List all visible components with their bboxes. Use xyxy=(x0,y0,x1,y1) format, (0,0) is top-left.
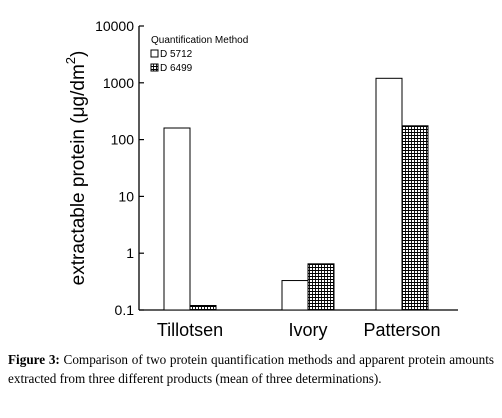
y-tick-label: 100 xyxy=(111,132,135,148)
bar-ivory-d5712 xyxy=(281,280,309,311)
bar-patterson-d5712 xyxy=(375,77,403,311)
bar-tillotsen-d5712 xyxy=(163,127,191,311)
legend-label-d5712: D 5712 xyxy=(160,49,193,60)
legend-label-d6499: D 6499 xyxy=(160,63,193,74)
bar-group xyxy=(163,77,429,311)
legend-swatch-d6499 xyxy=(150,63,159,72)
figure-caption: Figure 3: Comparison of two protein quan… xyxy=(8,351,494,388)
y-tick-label: 0.1 xyxy=(115,302,135,318)
bar-ivory-d6499 xyxy=(307,263,335,311)
legend: Quantification Method D 5712 D 6499 xyxy=(150,35,248,74)
y-tick-label: 10000 xyxy=(95,18,134,34)
x-tick-label: Patterson xyxy=(363,320,440,340)
y-tick-group: 0.1 1 10 100 1000 10000 xyxy=(95,18,144,318)
y-axis-label: extractable protein (μg/dm2) xyxy=(63,51,89,286)
y-axis-label-main: extractable protein (μg/dm xyxy=(68,64,89,285)
y-tick-label: 10 xyxy=(118,188,134,204)
y-tick-label: 1 xyxy=(126,245,134,261)
bar-chart: 0.1 1 10 100 1000 10000 Tillotsen Ivory Patters… xyxy=(63,18,458,340)
y-axis-label-close: ) xyxy=(68,51,89,57)
caption-label: Figure 3: xyxy=(8,352,60,367)
caption-text: Comparison of two protein quantification… xyxy=(8,352,494,386)
bar-tillotsen-d6499 xyxy=(189,305,217,311)
y-tick-label: 1000 xyxy=(103,75,134,91)
legend-swatch-d5712 xyxy=(150,49,159,58)
x-tick-label: Tillotsen xyxy=(157,320,223,340)
x-tick-label: Ivory xyxy=(288,320,327,340)
x-tick-label-group: Tillotsen Ivory Patterson xyxy=(157,320,441,340)
legend-title: Quantification Method xyxy=(151,35,248,46)
bar-patterson-d6499 xyxy=(401,125,429,311)
y-axis-label-superscript: 2 xyxy=(63,57,78,64)
